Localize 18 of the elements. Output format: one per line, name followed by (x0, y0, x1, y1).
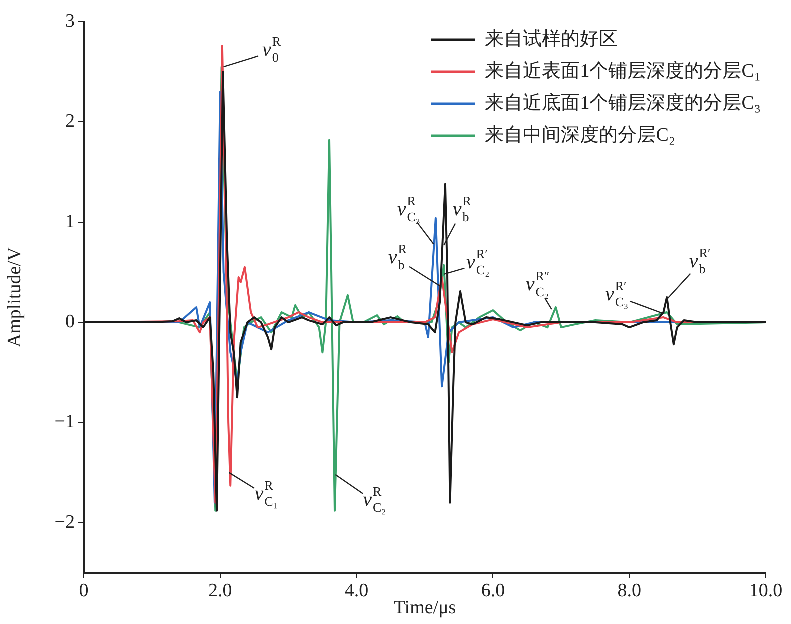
y-tick-label: 0 (66, 312, 75, 333)
legend-label: 来自中间深度的分层C₂ (485, 124, 676, 146)
legend-label: 来自近表面1个铺层深度的分层C₁ (485, 60, 761, 82)
y-axis-title: Amplitude/V (4, 247, 26, 348)
legend-label: 来自试样的好区 (485, 28, 618, 50)
x-tick-label: 4.0 (344, 580, 369, 602)
x-tick-label: 10.0 (749, 580, 783, 602)
y-tick-label: −1 (54, 412, 75, 433)
x-axis-title: Time/μs (394, 598, 456, 619)
x-tick-label: 2.0 (208, 580, 232, 602)
x-tick-label: 6.0 (481, 580, 506, 602)
y-tick-label: 1 (66, 211, 75, 232)
x-tick-label: 8.0 (618, 580, 642, 602)
x-tick-label: 0 (79, 580, 89, 602)
y-tick-label: 3 (66, 10, 75, 32)
legend-label: 来自近底面1个铺层深度的分层C₃ (485, 92, 761, 114)
y-tick-label: −2 (54, 512, 75, 533)
y-tick-label: 2 (66, 111, 75, 132)
